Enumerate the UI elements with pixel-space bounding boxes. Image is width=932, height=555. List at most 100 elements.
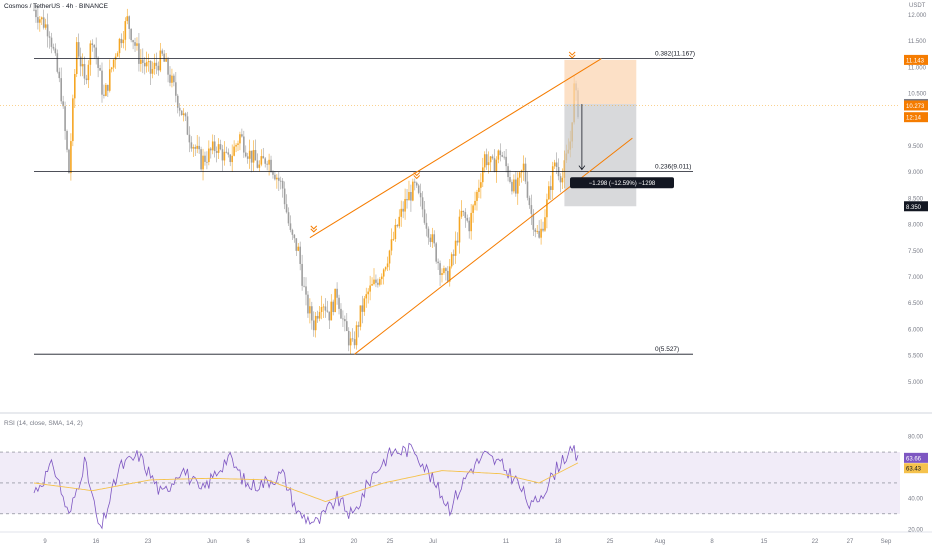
candle-body	[516, 177, 519, 194]
rsi-band	[0, 451, 900, 515]
candle-body	[493, 158, 496, 172]
candle-body	[499, 150, 502, 156]
time-tick-label: 16	[93, 539, 100, 545]
candle-body	[452, 254, 455, 256]
candle-body	[178, 107, 181, 111]
candle-body	[445, 268, 447, 271]
candle-body	[213, 141, 216, 151]
price-tag	[904, 100, 928, 111]
candle-body	[470, 212, 472, 232]
candle-body	[503, 156, 505, 158]
candle-body	[105, 84, 107, 96]
candle-body	[487, 162, 490, 166]
price-tick-label: 9.000	[908, 170, 924, 176]
candle-body	[377, 282, 379, 285]
candle-body	[108, 69, 111, 91]
candle-body	[157, 65, 160, 71]
candle-body	[351, 338, 354, 340]
candle-body	[77, 42, 80, 57]
rsi-line	[33, 442, 579, 530]
candle-body	[311, 306, 313, 321]
candle-body	[91, 43, 94, 46]
price-tick-label: 12.000	[908, 13, 927, 19]
candle-body	[208, 148, 210, 163]
candle-body	[173, 75, 175, 83]
candle-body	[347, 330, 350, 346]
price-tick-label: 11.500	[908, 39, 927, 45]
candle-body	[264, 158, 266, 164]
candle-body	[239, 134, 241, 144]
time-tick-label: 9	[43, 539, 47, 545]
time-tick-label: 25	[387, 539, 394, 545]
candle-body	[480, 182, 482, 188]
candle-body	[415, 182, 418, 186]
time-tick-label: 20	[351, 539, 358, 545]
position-loss-zone	[564, 104, 637, 207]
candle-body	[50, 37, 53, 47]
measure-label-box	[570, 177, 674, 189]
candle-body	[217, 144, 220, 153]
symbol-name: Cosmos / TetherUS	[4, 3, 61, 10]
candle-body	[307, 294, 309, 314]
candle-body	[548, 186, 550, 200]
candle-body	[256, 160, 259, 168]
candle-body	[375, 279, 377, 283]
candle-body	[540, 228, 542, 238]
position-profit-zone	[564, 59, 637, 105]
candle-body	[349, 338, 352, 346]
time-tick-label: 13	[299, 539, 306, 545]
candle-body	[429, 237, 432, 243]
candle-body	[412, 181, 414, 201]
candle-body	[229, 154, 232, 163]
candle-body	[161, 50, 164, 54]
candle-body	[149, 61, 152, 74]
candle-body	[266, 163, 268, 165]
candle-body	[476, 191, 478, 201]
candle-body	[386, 263, 389, 268]
candle-body	[101, 70, 103, 95]
candle-body	[425, 222, 428, 229]
candle-body	[301, 263, 303, 286]
price-tick-label: 7.000	[908, 275, 924, 281]
candle-body	[462, 210, 465, 213]
price-tick-label: 6.000	[908, 327, 924, 333]
candle-body	[283, 188, 286, 205]
candle-body	[406, 199, 408, 201]
candle-body	[64, 106, 66, 132]
candle-body	[460, 210, 463, 217]
candle-body	[495, 159, 498, 172]
candle-body	[536, 230, 538, 232]
candle-body	[346, 321, 348, 331]
candle-body	[180, 110, 183, 116]
price-tick-label: 5.000	[908, 380, 924, 386]
candle-body	[526, 181, 529, 198]
candle-body	[379, 279, 381, 285]
price-tick-label: 10.500	[908, 92, 927, 98]
price-tag	[904, 201, 928, 212]
candle-body	[276, 177, 278, 180]
candle-body	[130, 28, 132, 41]
candle-body	[398, 216, 401, 227]
candle-body	[443, 268, 445, 274]
candle-body	[468, 220, 470, 232]
rsi-value-tag	[904, 452, 928, 463]
candle-body	[305, 286, 307, 295]
candle-body	[163, 53, 165, 62]
candle-body	[433, 234, 436, 244]
candle-body	[122, 39, 125, 44]
candle-body	[66, 131, 68, 150]
candle-body	[396, 224, 399, 227]
candle-body	[511, 181, 513, 192]
time-tick-label: Jun	[207, 539, 217, 545]
time-tick-label: 11	[503, 539, 510, 545]
candle-body	[182, 113, 185, 116]
candle-body	[491, 156, 494, 159]
candle-body	[95, 47, 97, 58]
candle-body	[44, 24, 47, 28]
rsi-tick-label: 20.00	[908, 527, 924, 533]
time-tick-label: 22	[812, 539, 819, 545]
candle-body	[359, 305, 362, 327]
candle-body	[295, 238, 298, 251]
